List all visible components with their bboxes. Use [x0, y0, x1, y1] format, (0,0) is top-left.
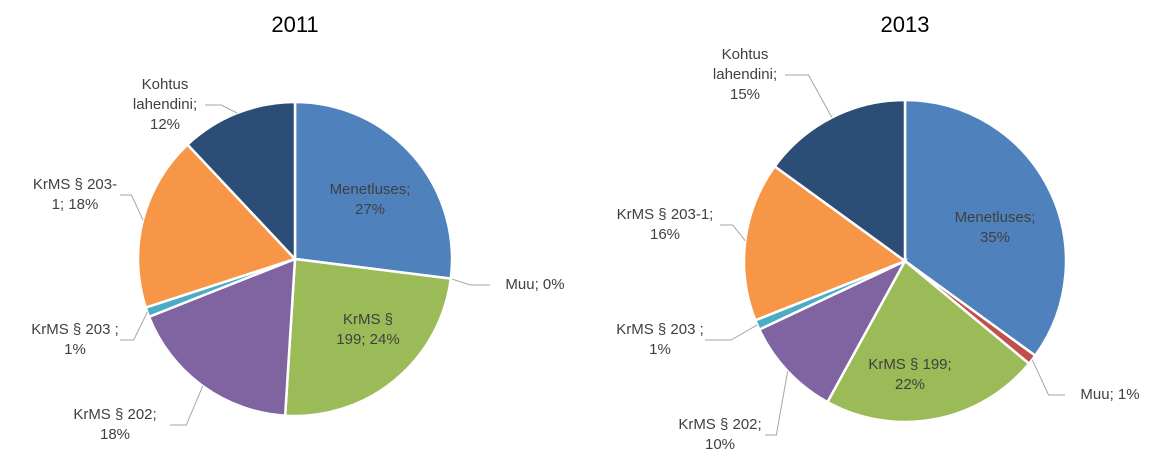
data-label: KrMS § 202; 18% [73, 406, 157, 443]
pie-slice [136, 142, 298, 310]
pie-slice [742, 164, 908, 322]
data-label: KrMS § 203-1; 16% [616, 206, 714, 243]
data-label: Muu; 0% [505, 276, 565, 293]
data-label: KrMS § 199; 24% [336, 311, 400, 348]
pie-slice [283, 257, 453, 418]
pie-slice [825, 259, 1031, 424]
leader-line [1031, 359, 1065, 396]
pie-slice [773, 98, 907, 264]
data-label: KrMS § 199; 22% [868, 356, 952, 393]
leader-line [170, 385, 204, 426]
chart-title: 2013 [880, 12, 930, 37]
data-label: Menetluses; 27% [329, 181, 411, 218]
leader-line [785, 74, 833, 118]
leader-line [120, 194, 144, 221]
data-label: Kohtus lahendini; 15% [712, 46, 778, 103]
leader-line [705, 324, 758, 341]
pie-slice [903, 98, 1068, 358]
pie-slice [293, 100, 454, 281]
data-label: KrMS § 203-1; 18% [32, 176, 118, 213]
chart-title: 2011 [271, 12, 319, 37]
data-label: Muu; 1% [1080, 386, 1140, 403]
data-label: KrMS § 202; 10% [678, 416, 762, 453]
data-label: Menetluses; 35% [954, 209, 1036, 246]
leader-line [720, 224, 746, 242]
data-label: KrMS § 203 ; 1% [31, 321, 119, 358]
leader-line [765, 371, 789, 436]
data-label: Kohtus lahendini; 12% [132, 76, 198, 133]
leader-line [450, 278, 490, 286]
leader-line [120, 311, 148, 341]
data-label: KrMS § 203 ; 1% [616, 321, 704, 358]
pie-slice [757, 258, 908, 404]
leader-line [205, 104, 238, 114]
